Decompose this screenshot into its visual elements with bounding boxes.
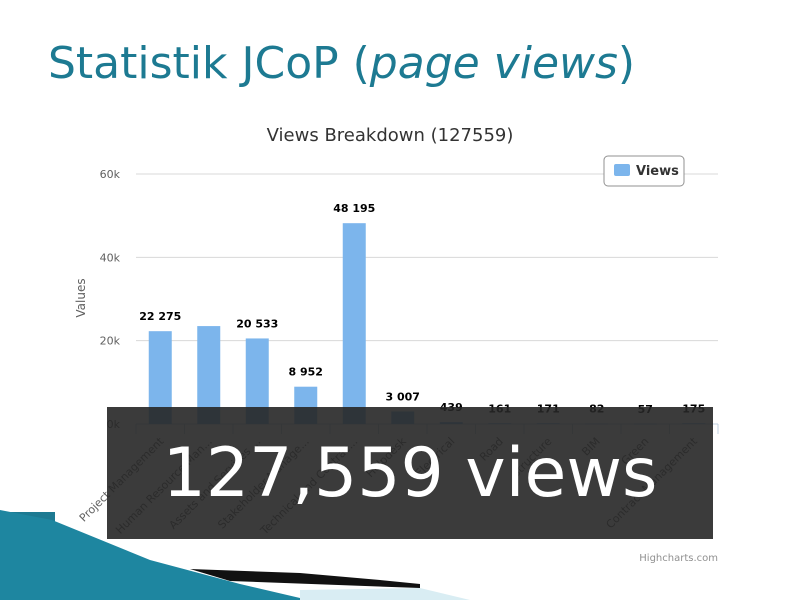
y-axis-title: Values bbox=[74, 278, 88, 317]
data-label: 8 952 bbox=[289, 366, 323, 379]
grid bbox=[135, 173, 719, 434]
total-views-overlay: 127,559 views bbox=[107, 407, 713, 539]
legend[interactable]: Views bbox=[603, 155, 685, 187]
slide-title-end: ) bbox=[617, 38, 636, 89]
slide-title-main: Statistik JCoP ( bbox=[48, 38, 370, 89]
data-label: 22 275 bbox=[139, 310, 181, 323]
slide-decor-light bbox=[300, 588, 470, 600]
y-tick-label: 40k bbox=[100, 251, 121, 264]
bar[interactable] bbox=[342, 223, 366, 424]
slide-decor-black-stripe bbox=[190, 569, 420, 588]
bar[interactable] bbox=[148, 331, 172, 424]
chart-credits[interactable]: Highcharts.com bbox=[639, 553, 718, 564]
y-axis-ticks: 0k20k40k60k bbox=[100, 168, 121, 431]
chart-title: Views Breakdown (127559) bbox=[267, 125, 514, 146]
data-label: 48 195 bbox=[333, 202, 375, 215]
slide-background bbox=[0, 510, 470, 600]
y-tick-label: 60k bbox=[100, 168, 121, 181]
bar[interactable] bbox=[245, 338, 269, 424]
legend-swatch bbox=[614, 164, 630, 176]
y-tick-label: 20k bbox=[100, 335, 121, 348]
data-label: 3 007 bbox=[386, 390, 420, 403]
legend-box bbox=[603, 155, 685, 187]
legend-label: Views bbox=[636, 164, 679, 179]
data-label: 20 533 bbox=[236, 317, 278, 330]
slide-decor-wave bbox=[0, 510, 300, 600]
bar[interactable] bbox=[197, 326, 221, 424]
slide-title: Statistik JCoP (page views) bbox=[48, 38, 635, 89]
bars bbox=[148, 223, 706, 425]
slide-title-italic: page views bbox=[369, 38, 618, 89]
